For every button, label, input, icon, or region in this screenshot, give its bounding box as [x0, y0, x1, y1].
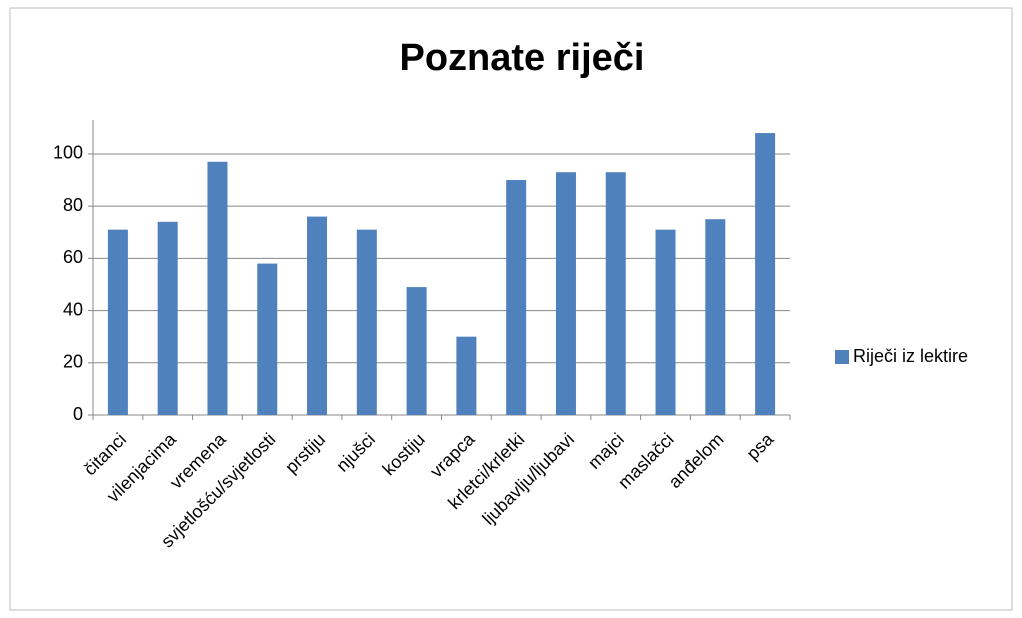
bar	[207, 161, 228, 415]
y-tick-label: 20	[63, 352, 83, 372]
y-tick-label: 60	[63, 247, 83, 267]
bar	[456, 336, 477, 415]
bar	[605, 172, 626, 415]
bar	[506, 180, 527, 415]
chart-title: Poznate riječi	[400, 37, 645, 79]
bar	[705, 219, 726, 415]
bar	[356, 229, 377, 415]
y-tick-label: 100	[53, 143, 83, 163]
bar	[107, 229, 128, 415]
bar	[307, 216, 328, 415]
bar	[157, 221, 178, 415]
bar	[257, 263, 278, 415]
y-tick-label: 80	[63, 195, 83, 215]
bar	[755, 133, 776, 415]
y-tick-label: 0	[73, 404, 83, 424]
legend-label: Riječi iz lektire	[853, 346, 968, 366]
y-tick-label: 40	[63, 299, 83, 319]
bar	[655, 229, 676, 415]
legend-swatch	[835, 350, 849, 364]
bar	[406, 287, 427, 415]
bar	[555, 172, 576, 415]
